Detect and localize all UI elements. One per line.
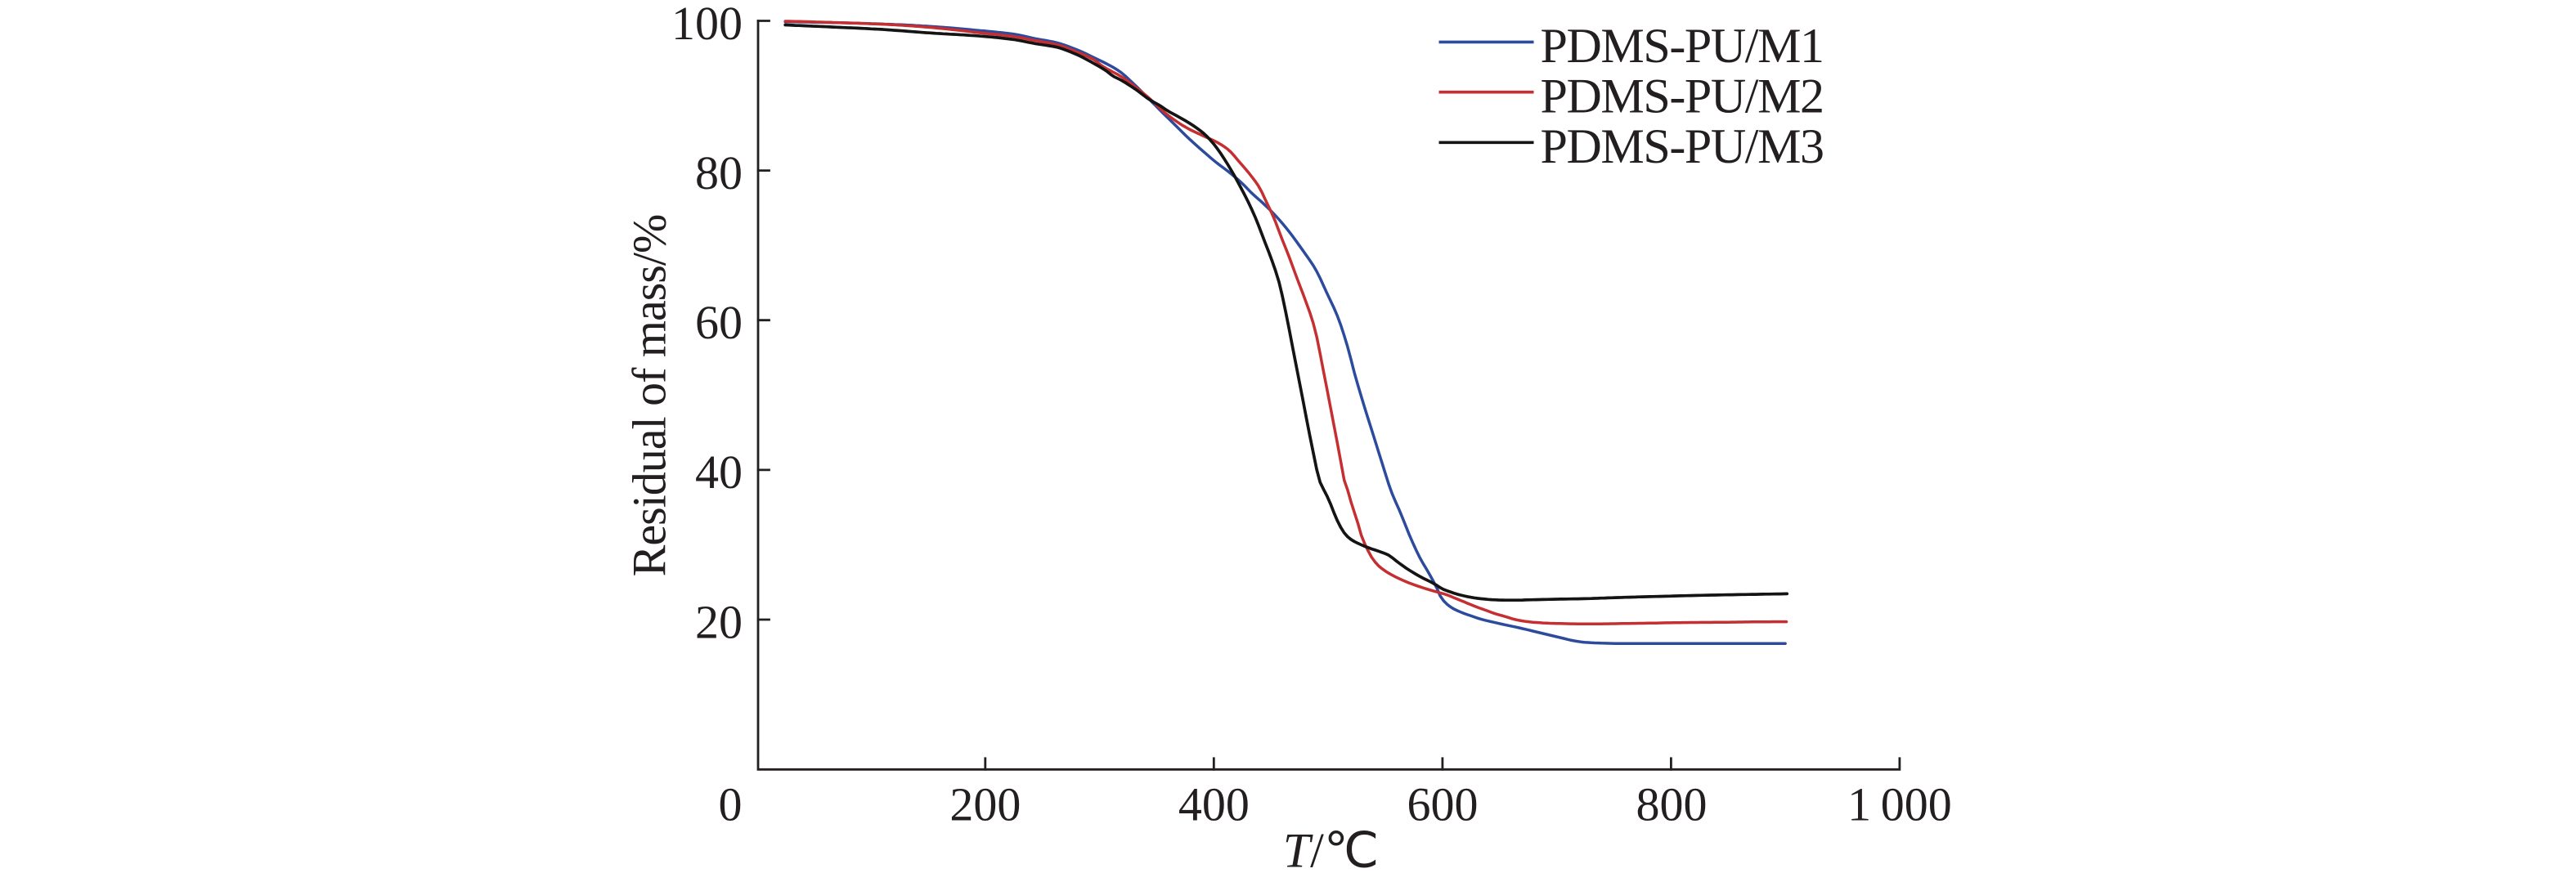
svg-text:60: 60 (695, 296, 743, 349)
svg-text:0: 0 (719, 778, 743, 831)
svg-text:200: 200 (949, 778, 1021, 831)
svg-text:PDMS-PU/M2: PDMS-PU/M2 (1541, 69, 1824, 123)
svg-text:1 000: 1 000 (1847, 778, 1952, 831)
svg-text:T/℃: T/℃ (1283, 824, 1379, 878)
svg-text:100: 100 (671, 0, 743, 50)
svg-text:PDMS-PU/M1: PDMS-PU/M1 (1541, 19, 1824, 73)
svg-text:600: 600 (1407, 778, 1479, 831)
svg-text:400: 400 (1178, 778, 1250, 831)
svg-text:Residual of mass/%: Residual of mass/% (623, 215, 676, 577)
svg-text:PDMS-PU/M3: PDMS-PU/M3 (1541, 119, 1824, 173)
svg-text:20: 20 (695, 595, 743, 648)
svg-text:40: 40 (695, 445, 743, 499)
svg-text:800: 800 (1636, 778, 1708, 831)
svg-text:80: 80 (695, 146, 743, 199)
